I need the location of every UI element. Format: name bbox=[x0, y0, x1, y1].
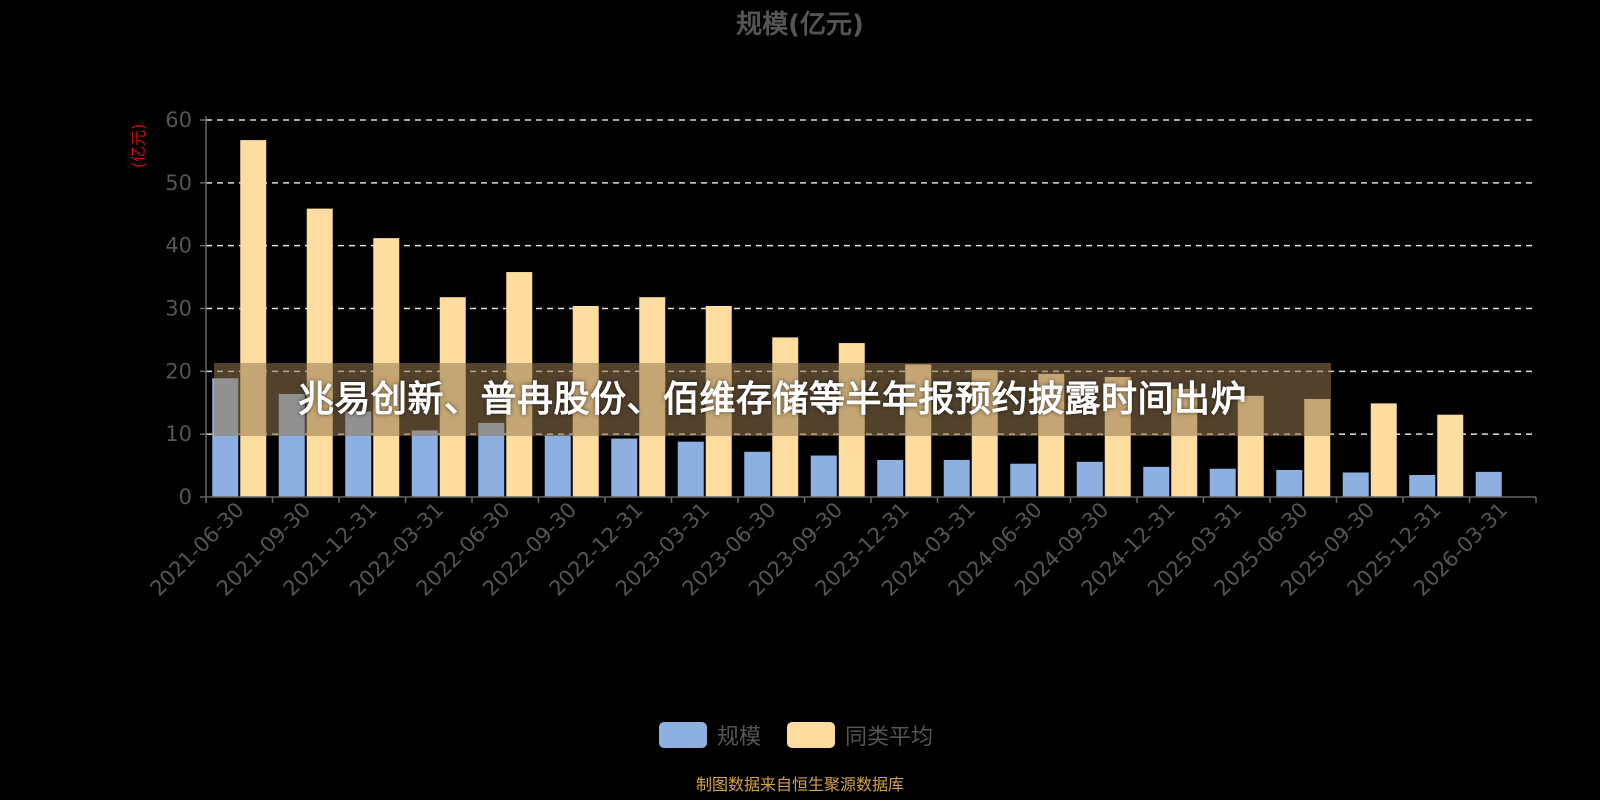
bar-scale bbox=[943, 459, 970, 497]
chart-title: 规模(亿元) bbox=[736, 10, 864, 40]
source-note: 制图数据来自恒生聚源数据库 bbox=[696, 775, 904, 794]
bar-scale bbox=[1010, 463, 1037, 497]
bar-peer-average bbox=[1370, 403, 1397, 497]
bar-scale bbox=[1209, 468, 1236, 497]
headline-banner bbox=[214, 363, 1331, 436]
legend-swatch bbox=[787, 722, 835, 748]
bar-scale bbox=[1342, 472, 1369, 497]
bar-scale bbox=[1276, 469, 1303, 497]
bar-scale bbox=[810, 455, 837, 497]
legend-item-scale[interactable]: 规模 bbox=[659, 722, 761, 750]
bar-scale bbox=[544, 435, 571, 497]
y-tick-label: 50 bbox=[165, 171, 192, 195]
legend-label: 规模 bbox=[717, 725, 761, 750]
y-tick-label: 40 bbox=[165, 234, 192, 258]
y-tick-label: 20 bbox=[165, 359, 192, 383]
bar-scale bbox=[411, 430, 438, 497]
legend-label: 同类平均 bbox=[845, 725, 933, 750]
bar-scale bbox=[1076, 461, 1103, 497]
bar-peer-average bbox=[240, 140, 267, 497]
bar-peer-average bbox=[1437, 414, 1464, 497]
bars bbox=[212, 140, 1502, 498]
bar-scale bbox=[1475, 471, 1502, 497]
bar-scale bbox=[877, 459, 904, 497]
bar-scale bbox=[1143, 466, 1170, 497]
legend-item-peer-average[interactable]: 同类平均 bbox=[787, 722, 933, 750]
bar-scale bbox=[677, 441, 704, 497]
y-tick-label: 10 bbox=[165, 422, 192, 446]
bar-scale bbox=[744, 451, 771, 497]
bar-scale bbox=[611, 438, 638, 497]
y-tick-label: 60 bbox=[165, 108, 192, 132]
bar-scale bbox=[1409, 475, 1436, 497]
bar-peer-average bbox=[306, 208, 333, 497]
legend: 规模 同类平均 bbox=[659, 722, 933, 750]
y-axis-label: (亿元) bbox=[129, 124, 148, 169]
y-tick-label: 0 bbox=[179, 485, 192, 509]
y-tick-label: 30 bbox=[165, 297, 192, 321]
legend-swatch bbox=[659, 722, 707, 748]
headline-text: 兆易创新、普冉股份、佰维存储等半年报预约披露时间出炉 bbox=[297, 379, 1247, 420]
